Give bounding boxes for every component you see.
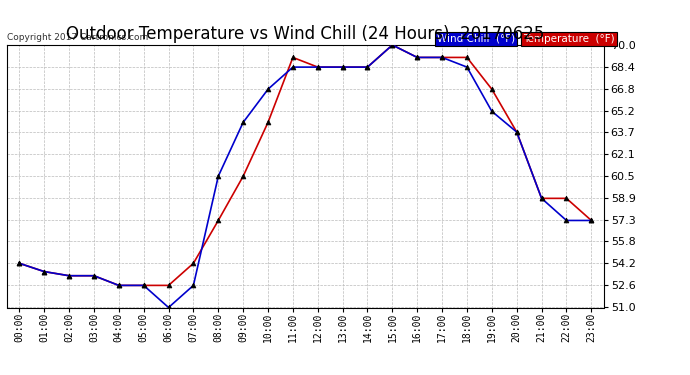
Title: Outdoor Temperature vs Wind Chill (24 Hours)  20170625: Outdoor Temperature vs Wind Chill (24 Ho… — [66, 26, 544, 44]
Text: Temperature  (°F): Temperature (°F) — [523, 34, 615, 44]
Text: Copyright 2017 Cartronics.com: Copyright 2017 Cartronics.com — [7, 33, 148, 42]
Text: Wind Chill  (°F): Wind Chill (°F) — [437, 34, 515, 44]
